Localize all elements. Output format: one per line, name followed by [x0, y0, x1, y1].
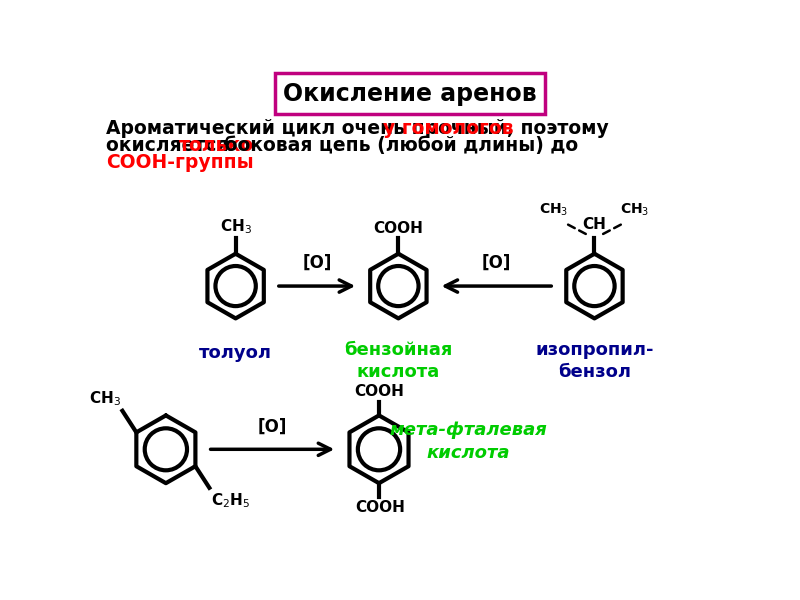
Text: [O]: [O]	[482, 254, 511, 272]
Text: [O]: [O]	[302, 254, 332, 272]
Text: боковая цепь (любой длины) до: боковая цепь (любой длины) до	[218, 136, 578, 155]
Text: COOH: COOH	[354, 384, 404, 399]
Text: CH$_3$: CH$_3$	[539, 202, 569, 218]
Text: толуол: толуол	[199, 344, 272, 362]
Text: у гомологов: у гомологов	[383, 119, 514, 138]
Text: мета-фталевая
кислота: мета-фталевая кислота	[390, 421, 547, 463]
Text: CH$_3$: CH$_3$	[89, 389, 121, 408]
Text: CH$_3$: CH$_3$	[220, 217, 252, 236]
Text: [O]: [O]	[258, 418, 287, 436]
Text: COOH: COOH	[356, 500, 406, 515]
Text: СООН-группы: СООН-группы	[106, 152, 254, 172]
Text: Окисление аренов: Окисление аренов	[283, 82, 537, 106]
Text: Ароматический цикл очень прочный, поэтому: Ароматический цикл очень прочный, поэтом…	[106, 119, 615, 138]
Text: только: только	[178, 136, 254, 155]
Text: CH$_3$: CH$_3$	[620, 202, 650, 218]
Text: бензойная
кислота: бензойная кислота	[344, 341, 453, 381]
Text: CH: CH	[582, 217, 606, 232]
Text: C$_2$H$_5$: C$_2$H$_5$	[211, 491, 250, 509]
Text: изопропил-
бензол: изопропил- бензол	[535, 341, 654, 381]
Text: окисляется: окисляется	[106, 136, 235, 155]
Text: COOH: COOH	[374, 221, 423, 236]
